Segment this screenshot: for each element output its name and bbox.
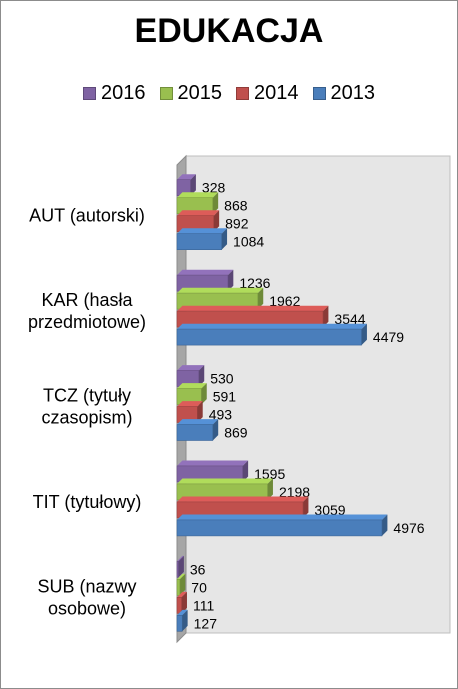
bar-side-face bbox=[257, 287, 264, 310]
value-label: 127 bbox=[194, 615, 218, 631]
value-label: 1084 bbox=[233, 234, 264, 250]
bar-2013 bbox=[176, 519, 383, 537]
bar-top-face bbox=[177, 419, 219, 425]
bar-side-face bbox=[179, 573, 186, 596]
category-label: TCZ (tytuły czasopism) bbox=[41, 386, 132, 428]
bar-side-face bbox=[190, 174, 196, 196]
value-label: 111 bbox=[193, 597, 214, 613]
bar-side-face bbox=[242, 460, 249, 482]
legend-item-2013: 2013 bbox=[312, 82, 376, 105]
category-label: SUB (nazwy osobowe) bbox=[37, 576, 136, 618]
bar-top-face bbox=[177, 555, 184, 562]
value-label: 869 bbox=[224, 425, 248, 441]
bar-2013 bbox=[176, 614, 183, 632]
bar-side-face bbox=[197, 401, 203, 423]
bar-side-face bbox=[221, 228, 228, 250]
bar-top-face bbox=[177, 174, 196, 180]
chart-title: EDUKACJA bbox=[134, 12, 324, 50]
bar-top-face bbox=[177, 573, 186, 580]
bar-side-face bbox=[201, 383, 207, 405]
value-label: 70 bbox=[191, 579, 207, 595]
bar-2013 bbox=[176, 424, 214, 441]
value-label: 1595 bbox=[254, 466, 285, 482]
legend-swatch bbox=[236, 87, 249, 100]
bar-top-face bbox=[177, 401, 203, 407]
bar-side-face bbox=[361, 323, 367, 346]
category-label: AUT (autorski) bbox=[29, 206, 145, 226]
value-label: 4479 bbox=[373, 329, 404, 345]
bar-2013 bbox=[176, 328, 362, 346]
value-label: 892 bbox=[225, 216, 249, 232]
bar-top-face bbox=[177, 383, 207, 389]
value-label: 1236 bbox=[239, 275, 270, 291]
bar-top-face bbox=[177, 305, 329, 312]
chart-legend: 2016 2015 2014 2013 bbox=[0, 82, 458, 105]
bar-top-face bbox=[177, 192, 219, 198]
value-label: 868 bbox=[224, 198, 248, 214]
legend-item-2015: 2015 bbox=[159, 82, 223, 105]
bar-2013 bbox=[176, 233, 222, 250]
bar-top-face bbox=[177, 323, 367, 330]
value-label: 493 bbox=[209, 407, 233, 423]
bar-top-face bbox=[177, 609, 188, 616]
bar-side-face bbox=[181, 591, 187, 614]
legend-label: 2015 bbox=[177, 82, 223, 104]
legend-swatch bbox=[159, 87, 173, 100]
bar-side-face bbox=[227, 269, 234, 292]
bar-side-face bbox=[182, 609, 188, 632]
bar-2015 bbox=[176, 578, 181, 596]
bar-top-face bbox=[177, 365, 205, 371]
legend-item-2016: 2016 bbox=[83, 82, 146, 105]
bar-top-face bbox=[177, 460, 249, 466]
bar-top-face bbox=[177, 228, 228, 234]
value-label: 591 bbox=[213, 389, 237, 405]
bar-side-face bbox=[382, 514, 388, 536]
value-label: 36 bbox=[190, 561, 206, 577]
bar-side-face bbox=[267, 478, 273, 500]
value-label: 530 bbox=[210, 371, 234, 387]
legend-label: 2014 bbox=[254, 82, 299, 104]
value-label: 4976 bbox=[393, 520, 424, 536]
bar-side-face bbox=[212, 192, 219, 214]
legend-item-2014: 2014 bbox=[236, 82, 299, 105]
bar-top-face bbox=[177, 478, 273, 484]
bar-top-face bbox=[177, 287, 264, 294]
bar-top-face bbox=[177, 496, 309, 502]
bar-side-face bbox=[303, 496, 309, 518]
value-label: 1962 bbox=[269, 293, 300, 309]
value-label: 3059 bbox=[314, 502, 345, 518]
value-label: 3544 bbox=[334, 311, 365, 327]
legend-swatch bbox=[312, 87, 326, 100]
bar-top-face bbox=[177, 210, 220, 216]
bar-side-face bbox=[178, 555, 184, 578]
category-label: TIT (tytułowy) bbox=[33, 492, 142, 512]
bar-2014 bbox=[176, 596, 182, 614]
legend-swatch bbox=[83, 87, 96, 100]
bar-side-face bbox=[323, 305, 329, 328]
bar-side-face bbox=[213, 210, 220, 232]
bar-top-face bbox=[177, 591, 187, 598]
bar-side-face bbox=[212, 419, 219, 441]
bar-top-face bbox=[177, 514, 388, 520]
bar-top-face bbox=[177, 269, 234, 276]
bar-side-face bbox=[198, 365, 205, 387]
value-label: 2198 bbox=[279, 484, 310, 500]
bar-2016 bbox=[176, 560, 179, 578]
category-label: KAR (hasła przedmiotowe) bbox=[28, 290, 146, 332]
legend-label: 2013 bbox=[330, 82, 376, 104]
legend-label: 2016 bbox=[101, 82, 146, 104]
value-label: 328 bbox=[202, 180, 226, 196]
